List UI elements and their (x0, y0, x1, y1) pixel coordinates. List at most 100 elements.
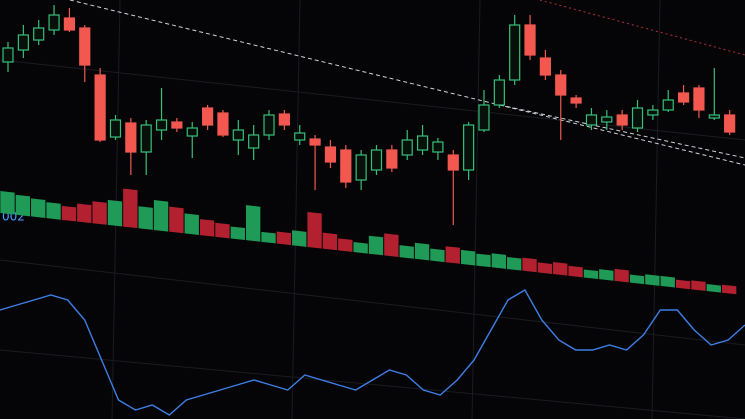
candle-body (677, 92, 690, 103)
volume-bar (599, 269, 614, 281)
volume-bar (15, 194, 31, 217)
volume-bar (353, 242, 368, 254)
candle-body (63, 17, 76, 31)
candle-body (724, 114, 736, 133)
indicator-line (0, 289, 745, 416)
grid-decoration (0, 259, 745, 346)
volume-bar (276, 231, 292, 246)
volume-bar (553, 262, 568, 276)
grid-decoration (0, 349, 745, 419)
volume-bar (138, 206, 153, 230)
volume-bar (522, 257, 537, 273)
volume-bar (107, 199, 123, 227)
volume-bar (322, 232, 338, 251)
volume-bar (476, 253, 491, 268)
volume-bar (430, 248, 445, 263)
volume-bar (169, 206, 184, 234)
candle-body (386, 149, 398, 169)
candle-body (340, 149, 352, 183)
volume-bar (645, 274, 660, 286)
volume-bar (215, 222, 230, 239)
candle-body (2, 47, 14, 63)
candle-body (232, 129, 244, 141)
candle-body (493, 79, 505, 106)
volume-bar (399, 245, 414, 259)
candle-body (155, 119, 168, 131)
candle-body (125, 122, 137, 153)
trend-line (539, 0, 745, 56)
candle-body (693, 87, 705, 111)
volume-bar (414, 242, 430, 261)
volume-bar (77, 203, 92, 224)
volume-bar (61, 205, 77, 222)
volume-bar (706, 284, 721, 293)
candle-body (79, 27, 91, 66)
volume-bar (614, 268, 629, 283)
candle-body (48, 14, 60, 31)
candle-body (401, 139, 413, 156)
candle-body (248, 134, 260, 149)
candle-body (355, 154, 367, 181)
candle-body (109, 119, 122, 138)
candle-body (478, 104, 490, 131)
candle-body (601, 116, 613, 123)
candle-body (278, 113, 290, 126)
candle-body (94, 74, 106, 141)
candle-body (294, 132, 306, 141)
candle-body (370, 149, 383, 171)
volume-bar (184, 213, 199, 235)
grid-decoration (291, 0, 301, 419)
volume-panel (0, 188, 737, 295)
volume-bar (507, 256, 522, 271)
candle-body (140, 124, 152, 153)
volume-bar (368, 235, 384, 256)
volume-bar (629, 274, 645, 285)
volume-bar (675, 279, 691, 290)
candle-body (708, 114, 720, 119)
candle-body (585, 114, 598, 126)
volume-bar (384, 233, 399, 257)
candle-body (463, 124, 475, 171)
volume-bar (0, 191, 15, 215)
grid-decoration (651, 0, 661, 419)
volume-bar (31, 198, 46, 219)
candle-body (570, 97, 582, 104)
candle-body (33, 27, 45, 41)
volume-bar (46, 202, 61, 220)
volume-bar (460, 249, 476, 266)
candle-body (263, 114, 275, 136)
candle-body (309, 138, 321, 146)
volume-bar (261, 231, 276, 244)
candle-body (186, 127, 198, 137)
candle-body (509, 24, 521, 81)
volume-bar (583, 269, 599, 280)
volume-bar (92, 201, 107, 225)
candle-body (202, 107, 214, 126)
volume-bar (660, 275, 675, 288)
volume-bar (153, 199, 169, 232)
candle-body (647, 109, 659, 116)
candle-body (416, 135, 429, 151)
volume-bar (445, 246, 460, 264)
candle-body (616, 114, 628, 126)
volume-bar (230, 226, 245, 241)
volume-bar (568, 265, 583, 278)
volume-bar (691, 280, 706, 291)
candle-body (324, 146, 337, 163)
candle-body (539, 57, 551, 76)
candle-body (447, 154, 459, 171)
volume-bar (199, 219, 215, 237)
candle-body (432, 141, 444, 153)
candle-body (217, 112, 229, 136)
volume-bar (491, 253, 507, 269)
volume-bar (307, 211, 322, 249)
candle-body (17, 34, 29, 51)
candle-body (662, 99, 674, 111)
volume-bar (338, 238, 353, 252)
candle-body (631, 107, 644, 129)
candle-body (171, 121, 183, 129)
grid-decoration (0, 59, 745, 141)
volume-bar (123, 188, 138, 229)
